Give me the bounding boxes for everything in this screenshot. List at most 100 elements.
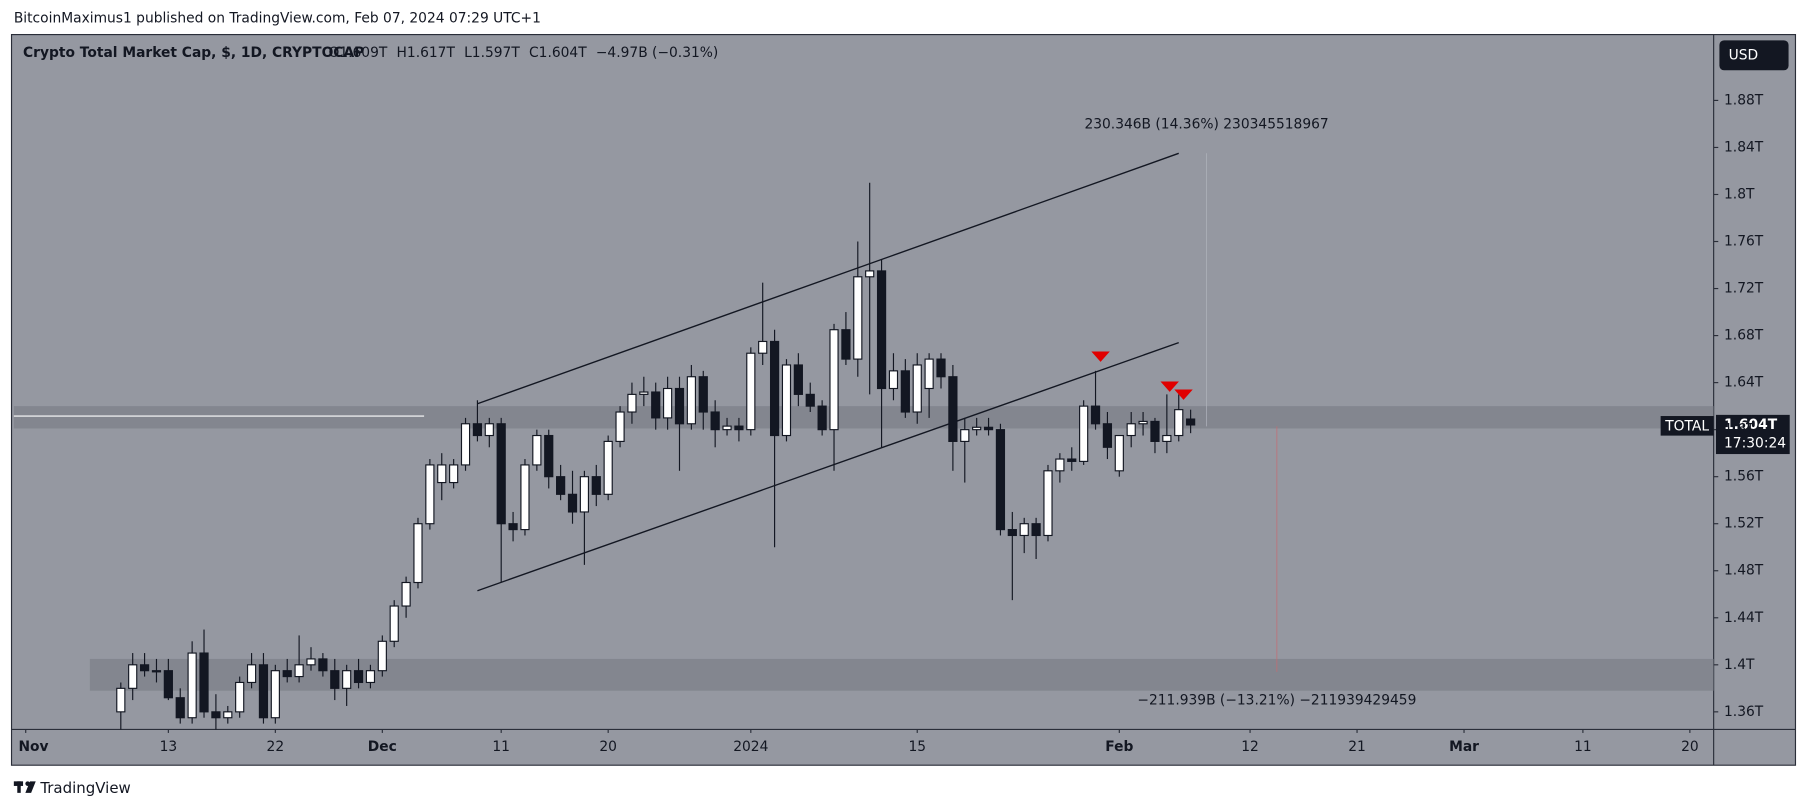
x-tick-label: 20 [1681,739,1699,755]
candle-body [983,426,994,431]
candle-body [1079,405,1089,462]
candle-body [449,464,459,484]
candle-body [235,681,245,713]
candle-body [686,376,696,425]
candle-body [389,605,399,642]
candle-body [199,652,209,713]
candle-body [591,476,601,495]
candle-body [460,423,471,466]
candle-body [995,429,1006,531]
candle-body [627,393,637,413]
x-tick-label: 2024 [733,739,768,755]
currency-label[interactable]: USD [1729,47,1759,63]
candle-body [651,391,661,419]
candle-body [936,358,946,378]
candle-body [793,364,803,395]
x-tick-label: 11 [492,739,510,755]
price-box [1715,414,1790,455]
y-tick-label: 1.64T [1724,375,1764,391]
x-tick-label: Mar [1449,739,1479,755]
candle-body [1162,434,1172,442]
candle-body [698,376,708,413]
candle-body [579,476,590,513]
symbol-title: Crypto Total Market Cap, $, 1D, CRYPTOCA… [23,45,364,61]
candle-body [1007,529,1017,537]
candle-body [1138,420,1148,425]
currency-button[interactable] [1719,40,1789,71]
plot [13,99,1719,733]
candle-body [722,425,732,431]
candle-body [912,364,922,413]
candle-body [520,464,530,531]
candle-body [544,434,554,478]
x-tick-label: Feb [1105,739,1133,755]
candle-body [674,387,685,425]
y-tick-label: 1.84T [1724,139,1764,155]
candle-body [900,370,910,413]
ohlc-item: −4.97B (−0.31%) [596,45,718,61]
candle-body [1090,405,1101,425]
candle-body [484,423,494,437]
candle-body [151,670,162,673]
candle-body [437,464,447,484]
candle-body [948,376,958,442]
candle-body [1019,523,1029,537]
candle-body [187,652,197,719]
x-tick-label: 11 [1574,739,1592,755]
publisher-line: BitcoinMaximus1 published on TradingView… [14,10,541,26]
red-marker [1160,381,1179,392]
footer-brand: TradingView [39,779,130,797]
candle-body [413,523,423,584]
candle-body [972,426,982,431]
x-tick-label: 21 [1348,739,1366,755]
x-tick-label: 15 [908,739,926,755]
y-tick-label: 1.36T [1724,704,1764,720]
candle-body [128,664,138,689]
candle-body [246,664,257,684]
measure-down-label: −211.939B (−13.21%) −211939429459 [1137,693,1416,709]
candle-body [734,425,744,431]
y-tick-label: 1.76T [1724,234,1764,250]
ohlc-item: L1.597T [464,45,520,61]
candle-body [401,581,411,607]
candle-body [1186,418,1196,426]
tv-logo [13,781,36,793]
y-tick-label: 1.72T [1724,281,1764,297]
y-tick-label: 1.6T [1724,422,1755,438]
candle-body [567,493,578,513]
candle-body [353,670,364,684]
candle-body [662,387,673,419]
candle-body [853,276,863,360]
candle-body [603,440,613,495]
y-tick-label: 1.56T [1724,469,1764,485]
candle-body [710,411,720,431]
candle-body [805,393,815,407]
candle-body [532,434,542,466]
x-tick-label: Nov [18,739,48,755]
candle-body [556,476,566,495]
candles [116,182,1196,730]
candle-body [924,358,934,390]
candle-body [377,640,387,672]
candle-body [758,340,768,354]
candle-body [330,670,340,689]
candle-body [116,687,126,713]
x-tick-label: 22 [267,739,285,755]
candle-body [472,423,483,437]
candle-body [841,329,851,360]
red-marker [1091,351,1110,362]
candle-body [270,670,280,719]
ohlc-header: O1.609T H1.617T L1.597T C1.604T −4.97B (−0.3… [328,45,718,61]
price-zone [13,406,1714,429]
x-tick-label: Dec [368,739,397,755]
candle-body [876,270,887,390]
candle-body [258,664,269,719]
y-tick-label: 1.48T [1724,563,1764,579]
channel-line [477,152,1179,405]
candle-body [175,697,185,719]
candle-body [829,329,839,431]
candle-body [615,411,625,442]
symbol-tag: TOTAL [1664,418,1709,434]
candle-body [1174,409,1184,437]
